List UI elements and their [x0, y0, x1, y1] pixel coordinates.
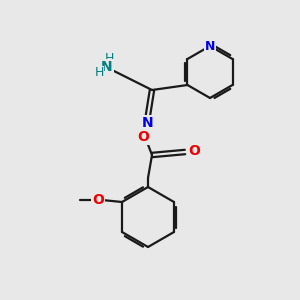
Text: N: N — [205, 40, 215, 52]
Text: O: O — [137, 130, 149, 144]
Text: N: N — [101, 60, 113, 74]
Text: O: O — [92, 193, 104, 207]
Text: H: H — [104, 52, 114, 64]
Text: N: N — [142, 116, 154, 130]
Text: O: O — [188, 144, 200, 158]
Text: H: H — [94, 67, 104, 80]
